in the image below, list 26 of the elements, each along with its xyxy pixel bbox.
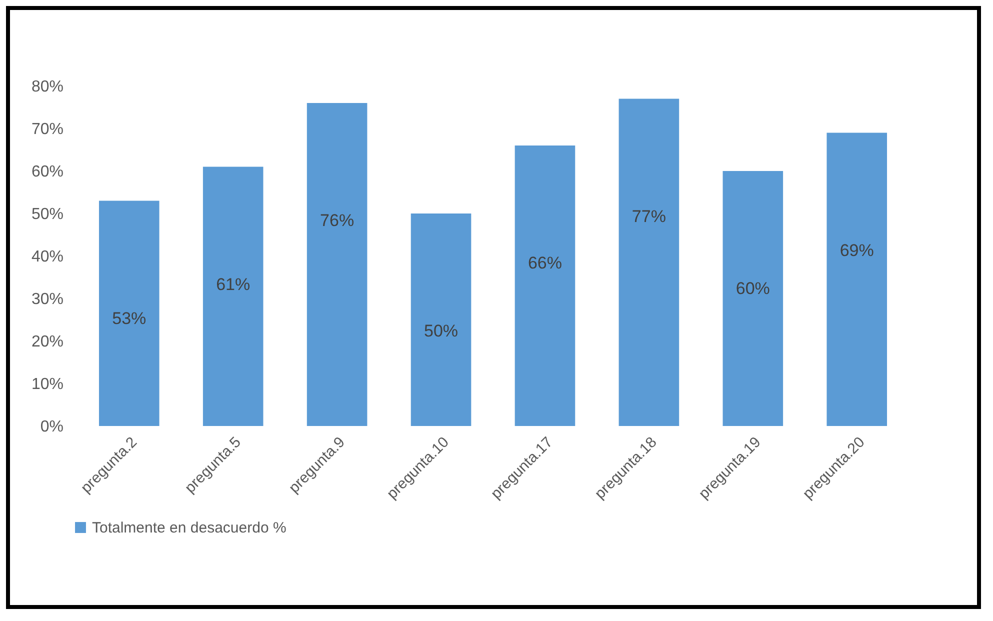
bar: [202, 166, 264, 426]
bar: [98, 200, 160, 426]
y-tick-label: 70%: [31, 121, 64, 138]
bar: [618, 98, 680, 426]
data-label: 60%: [736, 279, 770, 298]
y-tick-label: 20%: [31, 334, 64, 350]
data-label: 69%: [840, 240, 874, 260]
y-tick-label: 30%: [31, 291, 64, 308]
data-label: 61%: [216, 274, 250, 294]
data-label: 50%: [424, 322, 458, 340]
y-tick-label: 60%: [31, 164, 64, 180]
bar: [306, 103, 368, 426]
data-label: 66%: [528, 254, 562, 272]
y-tick-label: 10%: [31, 376, 64, 393]
data-label: 76%: [320, 211, 354, 230]
data-label: 77%: [632, 206, 666, 226]
y-tick-label: 0%: [40, 418, 64, 436]
legend-label: Totalmente en desacuerdo %: [92, 520, 286, 536]
y-tick-label: 50%: [31, 206, 64, 223]
y-tick-label: 80%: [31, 78, 64, 96]
bar: [826, 132, 888, 426]
data-label: 53%: [112, 308, 146, 328]
bar: [410, 214, 472, 426]
bar: [722, 171, 784, 426]
y-tick-label: 40%: [31, 248, 64, 266]
bar: [514, 146, 576, 426]
